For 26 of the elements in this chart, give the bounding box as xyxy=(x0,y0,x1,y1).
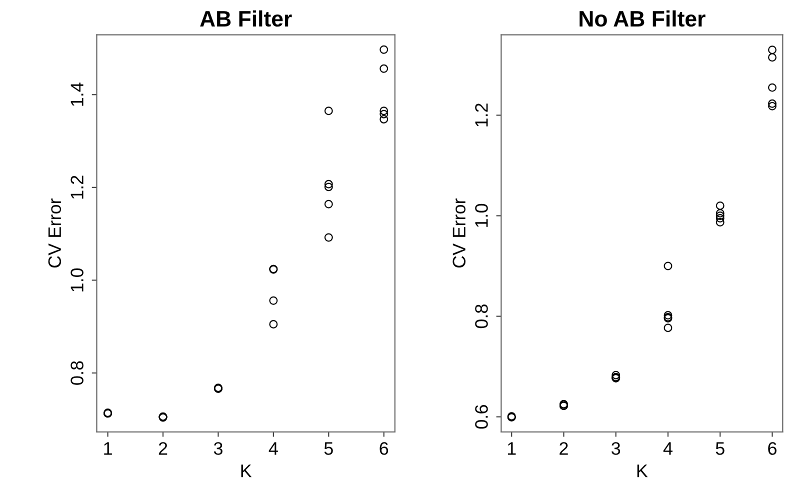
y-axis-title: CV Error xyxy=(48,198,62,268)
x-tick-label: 4 xyxy=(268,442,278,455)
y-axis-title: CV Error xyxy=(452,198,466,268)
x-axis-title: K xyxy=(241,464,252,478)
x-tick-label: 1 xyxy=(104,442,112,455)
chart-title: AB Filter xyxy=(200,10,292,27)
x-tick-label: 2 xyxy=(158,442,168,455)
chart-title: No AB Filter xyxy=(580,10,706,27)
x-tick-label: 3 xyxy=(214,442,222,455)
x-tick-label: 1 xyxy=(508,442,516,455)
y-tick-label: 0.6 xyxy=(475,405,488,429)
y-tick-label: 1.2 xyxy=(70,176,84,199)
y-tick-label: 1.0 xyxy=(475,204,488,227)
x-tick-label: 6 xyxy=(380,442,388,455)
x-tick-label: 5 xyxy=(324,442,333,455)
x-tick-label: 6 xyxy=(768,442,776,455)
y-tick-label: 1.2 xyxy=(475,104,488,126)
x-tick-label: 3 xyxy=(612,442,620,455)
y-tick-label: 0.8 xyxy=(70,361,84,385)
x-axis-title: K xyxy=(637,464,648,478)
y-tick-label: 1.0 xyxy=(70,268,84,292)
y-tick-label: 0.8 xyxy=(475,304,488,328)
y-tick-label: 1.4 xyxy=(70,82,84,106)
x-tick-label: 5 xyxy=(716,442,724,455)
x-tick-label: 2 xyxy=(560,442,568,455)
x-tick-label: 4 xyxy=(663,442,672,455)
